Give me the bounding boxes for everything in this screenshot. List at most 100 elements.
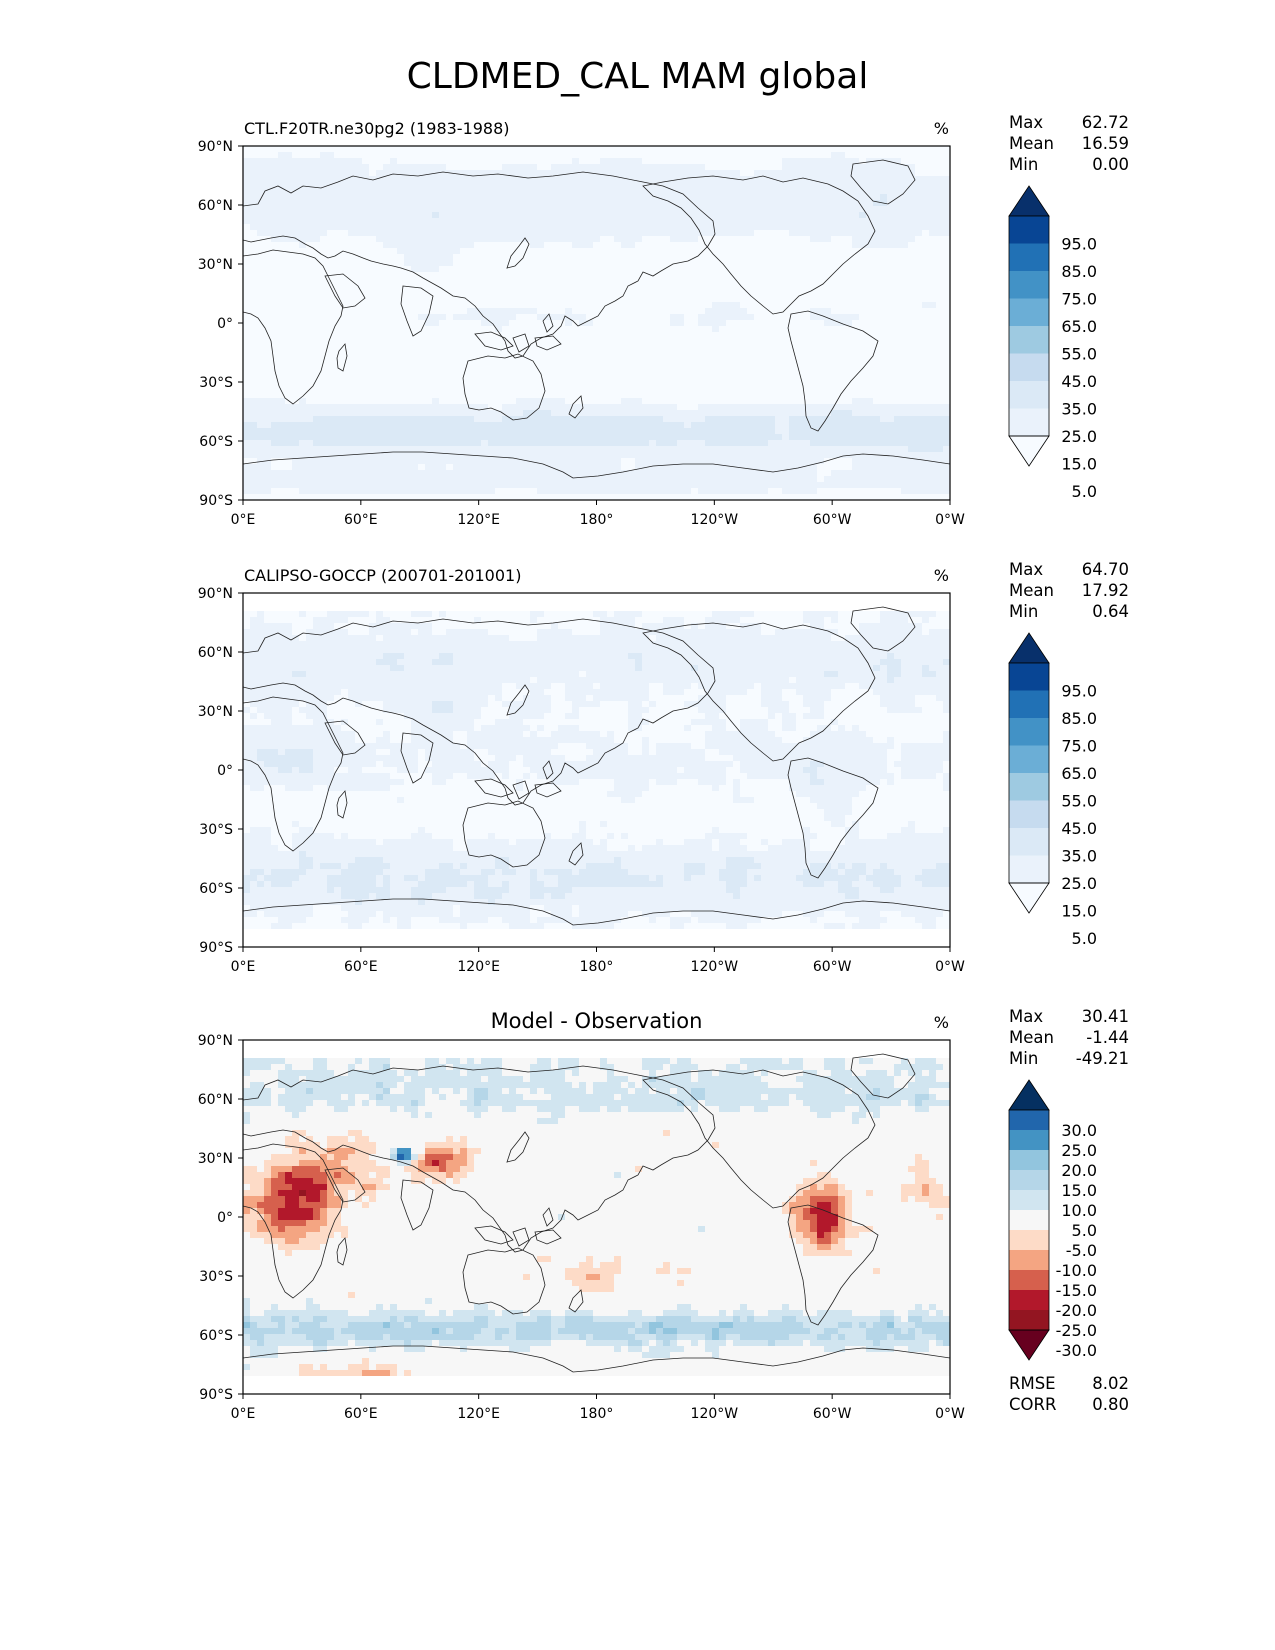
colorbar-label: 95.0 — [1061, 235, 1097, 254]
stat-label: Mean — [1009, 1028, 1054, 1047]
diff-map: 90°N 60°N 30°N 0° 30°S 60°S 90°S 0°E 60°E 120°E 18… — [198, 1033, 965, 1422]
stat-value: 0.00 — [1092, 155, 1129, 174]
lat-tick-label: 90°S — [199, 1387, 233, 1403]
colorbar-label: -15.0 — [1056, 1281, 1097, 1300]
lat-tick-label: 30°N — [198, 257, 233, 273]
lat-tick-label: 90°N — [198, 139, 233, 155]
stat-value: 8.02 — [1092, 1374, 1129, 1393]
lon-tick-label: 120°E — [457, 1406, 500, 1422]
colorbar-swatch — [1009, 855, 1049, 884]
lon-tick-label: 180° — [580, 959, 614, 975]
colorbar-frame — [1008, 662, 1050, 884]
colorbar-swatch — [1009, 298, 1049, 327]
colorbar-swatch — [1009, 353, 1049, 382]
lon-tick-label: 60°E — [344, 959, 378, 975]
lon-tick-label: 120°E — [457, 512, 500, 528]
lat-tick-label: 60°N — [198, 1092, 233, 1108]
stat-label: Max — [1009, 560, 1043, 579]
colorbar-label: 15.0 — [1061, 1181, 1097, 1200]
colorbar-swatch — [1009, 271, 1049, 299]
colorbar-label: -5.0 — [1066, 1241, 1097, 1260]
lat-tick-label: 30°N — [198, 704, 233, 720]
colorbar-label: 10.0 — [1061, 1201, 1097, 1220]
colorbar-swatch — [1009, 718, 1049, 746]
colorbar-label: 45.0 — [1061, 819, 1097, 838]
obs-colorbar: 95.0 85.0 75.0 65.0 55.0 45.0 35.0 25.0 15.0 5.0 — [1008, 632, 1097, 948]
colorbar-swatch — [1009, 1290, 1049, 1311]
lat-tick-label: 30°S — [199, 1269, 233, 1285]
stat-value: 0.80 — [1092, 1395, 1129, 1414]
stat-label: Max — [1009, 113, 1043, 132]
colorbar-swatch — [1009, 381, 1049, 409]
colorbar-swatch — [1009, 1250, 1049, 1271]
stat-value: 17.92 — [1082, 581, 1129, 600]
colorbar-label: 35.0 — [1061, 847, 1097, 866]
lat-tick-label: 90°N — [198, 586, 233, 602]
figure-title: CLDMED_CAL MAM global — [406, 56, 869, 97]
lon-tick-label: 60°E — [344, 512, 378, 528]
colorbar-label: -30.0 — [1056, 1341, 1097, 1360]
colorbar-label: 65.0 — [1061, 764, 1097, 783]
colorbar-label: 75.0 — [1061, 737, 1097, 756]
lon-tick-label: 180° — [580, 1406, 614, 1422]
colorbar-label: 15.0 — [1061, 902, 1097, 921]
stat-label: Min — [1009, 602, 1038, 621]
lat-tick-label: 60°S — [199, 434, 233, 450]
colorbar-swatch — [1009, 326, 1049, 354]
lat-tick-label: 30°S — [199, 822, 233, 838]
colorbar-label: 5.0 — [1072, 482, 1097, 501]
colorbar-label: 25.0 — [1061, 427, 1097, 446]
colorbar-swatch — [1009, 663, 1049, 691]
lat-tick-label: 60°S — [199, 1328, 233, 1344]
stat-label: Max — [1009, 1007, 1043, 1026]
lat-tick-label: 0° — [217, 1210, 233, 1226]
lon-tick-label: 0°W — [935, 1406, 965, 1422]
colorbar-swatch — [1009, 773, 1049, 801]
colorbar-extend-max — [1008, 1079, 1050, 1111]
colorbar-label: 75.0 — [1061, 290, 1097, 309]
colorbar-frame — [1008, 215, 1050, 437]
colorbar-label: 5.0 — [1072, 929, 1097, 948]
lon-tick-label: 0°W — [935, 959, 965, 975]
colorbar-swatch — [1009, 828, 1049, 856]
lat-tick-label: 60°S — [199, 881, 233, 897]
colorbar-label: 55.0 — [1061, 345, 1097, 364]
colorbar-swatch — [1009, 408, 1049, 437]
colorbar-label: 25.0 — [1061, 1141, 1097, 1160]
colorbar-swatch — [1009, 243, 1049, 272]
colorbar-label: 95.0 — [1061, 682, 1097, 701]
model-map: 90°N 60°N 30°N 0° 30°S 60°S 90°S 0°E 60°E 120°E 18… — [198, 139, 965, 528]
stat-value: 30.41 — [1082, 1007, 1129, 1026]
lon-tick-label: 120°W — [691, 959, 739, 975]
colorbar-label: -20.0 — [1056, 1301, 1097, 1320]
stat-value: -1.44 — [1086, 1028, 1129, 1047]
lat-tick-label: 60°N — [198, 198, 233, 214]
lon-tick-label: 120°E — [457, 959, 500, 975]
panel-units: % — [934, 119, 949, 138]
lat-tick-label: 30°S — [199, 375, 233, 391]
diff-colorbar: 30.025.020.015.010.05.0-5.0-10.0-15.0-20… — [1008, 1079, 1097, 1361]
colorbar-label: 85.0 — [1061, 262, 1097, 281]
colorbar-swatch — [1009, 1210, 1049, 1231]
colorbar-label: 25.0 — [1061, 874, 1097, 893]
colorbar-swatch — [1009, 1230, 1049, 1251]
colorbar-extend-max — [1008, 632, 1050, 664]
lon-tick-label: 120°W — [691, 512, 739, 528]
colorbar-label: -10.0 — [1056, 1261, 1097, 1280]
stat-label: RMSE — [1009, 1374, 1056, 1393]
colorbar-label: 85.0 — [1061, 709, 1097, 728]
colorbar-swatch — [1009, 1130, 1049, 1151]
colorbar-label: 45.0 — [1061, 372, 1097, 391]
colorbar-label: 35.0 — [1061, 400, 1097, 419]
lon-tick-label: 60°W — [813, 959, 852, 975]
colorbar-swatch — [1009, 800, 1049, 829]
lat-tick-label: 0° — [217, 763, 233, 779]
stat-label: Mean — [1009, 134, 1054, 153]
lat-tick-label: 90°N — [198, 1033, 233, 1049]
colorbar-label: -25.0 — [1056, 1321, 1097, 1340]
stat-label: Min — [1009, 1049, 1038, 1068]
colorbar-label: 5.0 — [1072, 1221, 1097, 1240]
panel-units: % — [934, 566, 949, 585]
lon-tick-label: 0°W — [935, 512, 965, 528]
